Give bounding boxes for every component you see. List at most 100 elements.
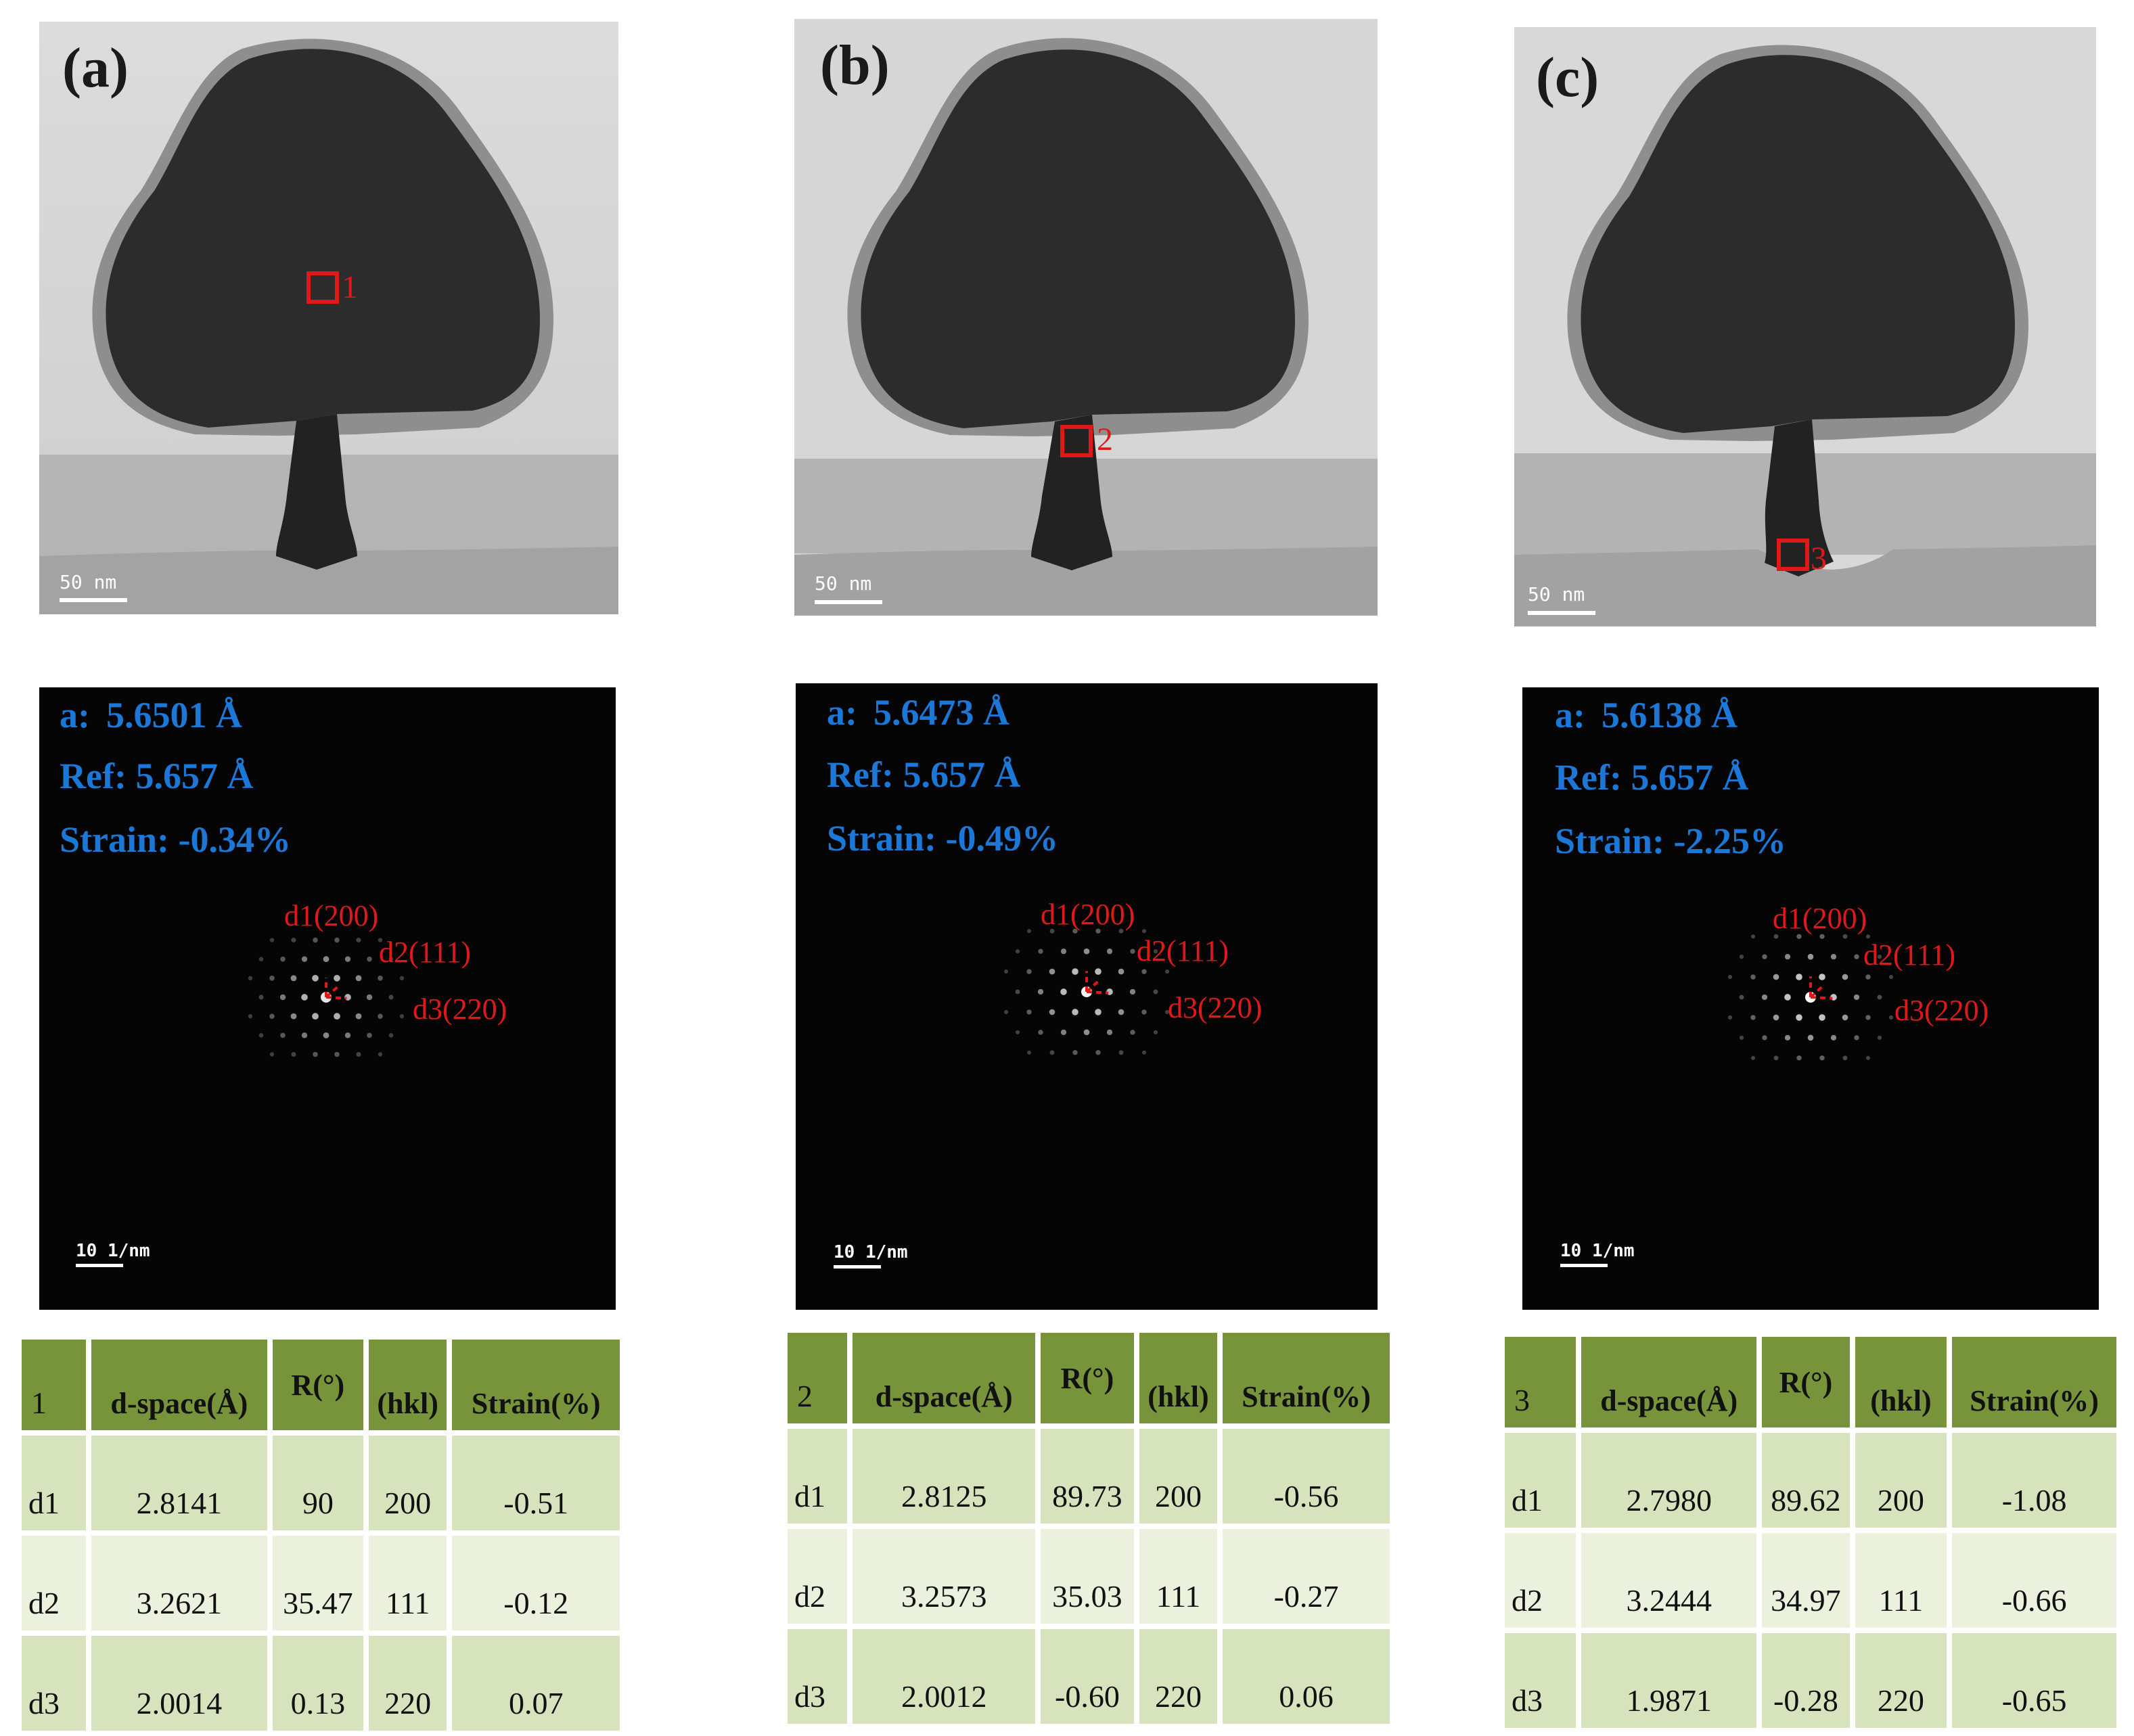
table-header-cell: Strain(%): [1952, 1337, 2116, 1427]
diffraction-spot: [1164, 969, 1170, 974]
annotation-d3: d3(220): [1168, 991, 1263, 1024]
fft-image-a: a: 5.6501 Å Ref: 5.657 Å Strain: -0.34% d…: [39, 687, 616, 1310]
diffraction-spot: [1796, 934, 1802, 939]
diffraction-spot: [334, 974, 340, 982]
diffraction-spot: [1819, 974, 1825, 980]
diffraction-spot: [334, 937, 340, 943]
stem: [276, 414, 357, 570]
region-number-1: 1: [342, 269, 358, 305]
diffraction-spot: [1865, 934, 1871, 939]
diffraction-spot: [1784, 1034, 1791, 1041]
diffraction-spot: [366, 994, 373, 1001]
diffraction-spot: [312, 974, 319, 982]
diffraction-spot: [1118, 1009, 1125, 1015]
diffraction-spot: [334, 1013, 340, 1020]
table-cell: 111: [1855, 1533, 1947, 1628]
diffraction-spot: [1141, 969, 1147, 974]
fft-scale-label-b: 10 1/nm: [834, 1242, 908, 1262]
diffraction-spot: [1072, 968, 1079, 975]
table-cell: -0.12: [452, 1536, 620, 1630]
diffraction-spot: [1106, 949, 1113, 955]
diffraction-spot: [1750, 1015, 1756, 1020]
table-cell: 2.8141: [91, 1436, 267, 1530]
diffraction-spot: [378, 1013, 383, 1019]
diffraction-spot: [301, 994, 308, 1001]
diffraction-spot: [378, 976, 383, 981]
diffraction-spot: [1072, 928, 1078, 934]
annotation-d1: d1(200): [1041, 898, 1135, 931]
table-cell: -0.66: [1952, 1533, 2116, 1628]
fft-pattern-c: [1727, 934, 1894, 1061]
table-cell: 35.47: [272, 1536, 363, 1630]
table-cell: 89.62: [1762, 1433, 1850, 1528]
diffraction-spot: [1784, 954, 1791, 960]
tem-scale-label-b: 50 nm: [815, 572, 872, 595]
diffraction-spot: [1796, 974, 1802, 980]
diffraction-spot: [1141, 929, 1147, 934]
diffraction-spot: [269, 976, 275, 981]
region-number-2: 2: [1097, 421, 1113, 457]
diffraction-spot: [1083, 948, 1090, 955]
annotation-d1: d1(200): [1773, 902, 1867, 935]
diffraction-spot: [1037, 988, 1044, 995]
diffraction-spot: [1796, 1055, 1802, 1061]
diffraction-spot: [301, 1032, 308, 1038]
diffraction-spot: [1842, 934, 1848, 939]
diffraction-spot: [1049, 1050, 1055, 1055]
table-cell: 111: [1139, 1529, 1218, 1624]
diffraction-spot: [269, 1013, 275, 1019]
table-header-cell: 3: [1505, 1337, 1576, 1427]
diffraction-spot: [1807, 953, 1814, 960]
diffraction-spot: [269, 1052, 275, 1057]
diffraction-spot: [1842, 1055, 1848, 1061]
lattice-a-value: 5.6501 Å: [106, 695, 242, 735]
table-header-cell: 1: [22, 1340, 86, 1430]
diffraction-spot: [1060, 949, 1067, 955]
table-cell: 3.2621: [91, 1536, 267, 1630]
table-header-cell: R(°): [272, 1340, 363, 1430]
tem-micrograph-a: [39, 22, 618, 614]
diffraction-spot: [1739, 1035, 1744, 1040]
table-row: d1 2.8141 90 200 -0.51: [22, 1436, 620, 1530]
diffraction-spot: [1750, 1055, 1756, 1060]
table-cell: 2.8125: [853, 1429, 1035, 1524]
strain-label: Strain:: [60, 819, 169, 860]
annotation-d3: d3(220): [413, 992, 507, 1026]
table-cell: d1: [1505, 1433, 1576, 1528]
diffraction-spot: [1854, 954, 1859, 959]
d-vector-marker: [1086, 990, 1109, 995]
diffraction-spot: [1072, 1050, 1078, 1055]
diffraction-spot: [1865, 1015, 1871, 1020]
fft-pattern-a: [248, 937, 405, 1057]
diffraction-spot: [323, 956, 330, 963]
panel-label-a: (a): [62, 37, 129, 99]
diffraction-spot: [367, 956, 372, 962]
diffraction-spot: [1153, 1030, 1158, 1034]
diffraction-spot: [1739, 955, 1744, 959]
diffraction-spot: [1842, 974, 1848, 980]
diffraction-spot: [1095, 1009, 1102, 1015]
ref-line: Ref: 5.657 Å: [1555, 756, 1748, 798]
table-header-cell: d-space(Å): [91, 1340, 267, 1430]
diffraction-spot: [378, 938, 383, 942]
diffraction-spot: [1038, 1030, 1043, 1035]
diffraction-spot: [258, 1033, 264, 1038]
diffraction-spot: [1049, 1009, 1055, 1015]
diffraction-spot: [1854, 1035, 1859, 1041]
region-box-2: [1060, 425, 1093, 457]
table-cell: d3: [788, 1629, 848, 1724]
diffraction-spot: [1129, 988, 1136, 995]
annotation-d2: d2(111): [1137, 934, 1229, 967]
table-cell: 89.73: [1041, 1429, 1134, 1524]
diffraction-spot: [1118, 968, 1125, 975]
diffraction-spot: [1819, 1055, 1825, 1061]
diffraction-spot: [1773, 1055, 1779, 1061]
table-cell: 2.0014: [91, 1636, 267, 1731]
diffraction-spot: [1830, 954, 1837, 960]
strain-line: Strain: -0.49%: [827, 817, 1058, 859]
table-row: d3 2.0014 0.13 220 0.07: [22, 1636, 620, 1731]
diffraction-spot: [312, 1013, 319, 1020]
table-cell: d2: [22, 1536, 86, 1630]
fft-image-b: a: 5.6473 Å Ref: 5.657 Å Strain: -0.49% d…: [796, 683, 1378, 1310]
diffraction-spot: [1853, 994, 1860, 1001]
